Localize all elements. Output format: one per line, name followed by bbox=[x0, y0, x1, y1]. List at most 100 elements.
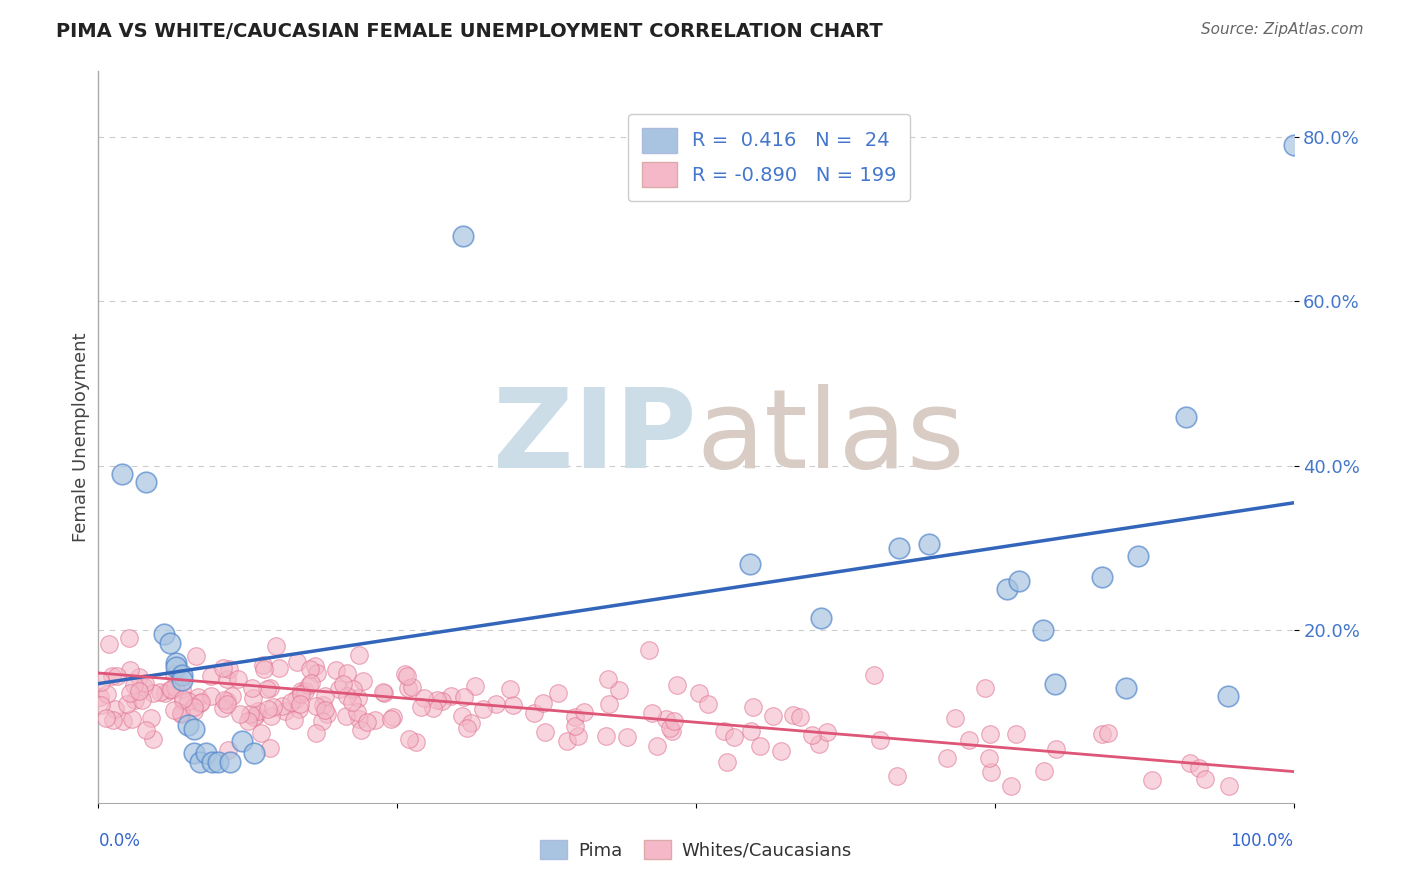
Point bbox=[183, 722, 205, 736]
Point bbox=[713, 723, 735, 738]
Point bbox=[352, 673, 374, 688]
Point bbox=[1000, 780, 1022, 794]
Point bbox=[1008, 574, 1031, 588]
Point bbox=[401, 680, 423, 694]
Point bbox=[172, 673, 194, 687]
Point bbox=[212, 701, 235, 715]
Point bbox=[980, 764, 1002, 779]
Point bbox=[219, 755, 242, 769]
Point bbox=[426, 693, 449, 707]
Point bbox=[188, 755, 211, 769]
Point bbox=[316, 706, 339, 721]
Point bbox=[1128, 549, 1150, 564]
Point bbox=[245, 707, 267, 722]
Point bbox=[640, 706, 662, 721]
Point bbox=[170, 682, 193, 697]
Point bbox=[808, 737, 831, 751]
Point bbox=[453, 690, 475, 705]
Point bbox=[740, 723, 762, 738]
Point bbox=[183, 747, 205, 761]
Point bbox=[800, 728, 823, 742]
Point bbox=[738, 558, 761, 572]
Point bbox=[335, 709, 357, 723]
Point bbox=[90, 698, 112, 712]
Point bbox=[183, 704, 205, 718]
Point bbox=[658, 721, 681, 735]
Point bbox=[396, 669, 419, 683]
Point bbox=[259, 681, 281, 695]
Point bbox=[266, 639, 288, 653]
Point bbox=[242, 691, 264, 706]
Point bbox=[290, 683, 312, 698]
Point bbox=[240, 681, 263, 695]
Point bbox=[97, 637, 120, 651]
Point bbox=[886, 769, 908, 783]
Point bbox=[342, 682, 364, 697]
Point bbox=[1178, 756, 1201, 771]
Point bbox=[107, 668, 129, 682]
Point bbox=[1005, 727, 1028, 741]
Point bbox=[274, 704, 297, 718]
Point bbox=[655, 712, 678, 726]
Point bbox=[523, 706, 546, 721]
Point bbox=[285, 691, 308, 706]
Point bbox=[534, 725, 557, 739]
Point bbox=[596, 672, 619, 686]
Point bbox=[294, 683, 316, 698]
Point bbox=[555, 733, 578, 747]
Point bbox=[177, 717, 200, 731]
Point bbox=[163, 703, 186, 717]
Point bbox=[484, 697, 506, 711]
Point bbox=[271, 698, 294, 713]
Point bbox=[195, 747, 218, 761]
Point bbox=[815, 724, 838, 739]
Text: atlas: atlas bbox=[696, 384, 965, 491]
Point bbox=[547, 686, 569, 700]
Point bbox=[567, 730, 589, 744]
Point bbox=[347, 712, 370, 726]
Point bbox=[304, 658, 326, 673]
Point bbox=[769, 743, 792, 757]
Point bbox=[810, 611, 832, 625]
Point bbox=[186, 648, 208, 663]
Point bbox=[564, 709, 586, 723]
Point bbox=[228, 706, 250, 721]
Point bbox=[1043, 676, 1066, 690]
Point bbox=[451, 709, 474, 723]
Point bbox=[346, 705, 368, 719]
Point bbox=[290, 687, 312, 701]
Point bbox=[215, 694, 238, 708]
Point bbox=[100, 669, 122, 683]
Point bbox=[142, 686, 165, 700]
Point bbox=[311, 714, 333, 728]
Point bbox=[398, 732, 420, 747]
Point bbox=[572, 705, 595, 719]
Point bbox=[188, 696, 211, 710]
Point bbox=[373, 686, 395, 700]
Point bbox=[409, 700, 432, 714]
Point bbox=[328, 681, 350, 696]
Point bbox=[430, 694, 453, 708]
Point bbox=[661, 723, 683, 738]
Point bbox=[221, 689, 243, 703]
Point bbox=[460, 716, 482, 731]
Point bbox=[111, 714, 134, 728]
Point bbox=[598, 697, 620, 711]
Point bbox=[305, 665, 328, 680]
Point bbox=[89, 690, 111, 704]
Point bbox=[1218, 780, 1240, 794]
Point bbox=[239, 707, 262, 722]
Point bbox=[169, 706, 191, 721]
Point bbox=[183, 700, 205, 714]
Point bbox=[120, 686, 142, 700]
Point bbox=[957, 732, 980, 747]
Point bbox=[299, 662, 322, 676]
Point bbox=[226, 672, 249, 686]
Point bbox=[283, 714, 305, 728]
Point bbox=[364, 714, 387, 728]
Point bbox=[122, 678, 145, 692]
Point bbox=[135, 475, 157, 490]
Point bbox=[90, 674, 112, 689]
Point bbox=[1194, 772, 1216, 787]
Point bbox=[498, 681, 520, 696]
